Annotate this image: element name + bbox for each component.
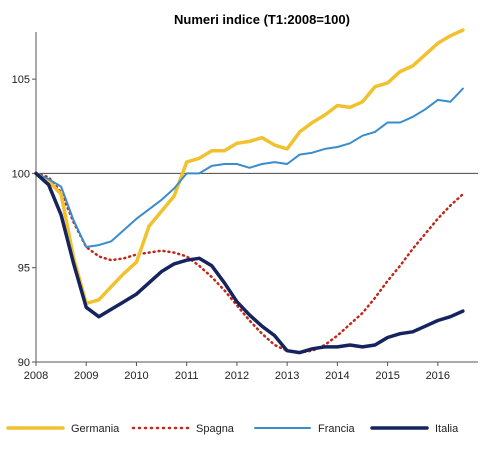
legend-label-francia: Francia — [318, 423, 356, 435]
x-tick-label: 2013 — [275, 370, 299, 382]
x-tick-label: 2016 — [426, 370, 450, 382]
series-line-francia — [35, 87, 464, 248]
x-tick-label: 2011 — [175, 370, 199, 382]
series-line-germania — [34, 28, 465, 306]
x-tick-label: 2015 — [375, 370, 399, 382]
legend-label-italia: Italia — [435, 423, 459, 435]
y-tick-label: 105 — [12, 74, 30, 86]
x-tick-label: 2014 — [325, 370, 349, 382]
legend-label-spagna: Spagna — [196, 423, 235, 435]
chart-title: Numeri indice (T1:2008=100) — [174, 12, 350, 27]
x-tick-label: 2009 — [74, 370, 98, 382]
x-tick-label: 2010 — [124, 370, 148, 382]
legend: Germania Spagna Francia Italia — [6, 423, 459, 435]
y-tick-label: 100 — [12, 168, 30, 180]
axes: 90 95 100 105 2008 2009 2010 2011 2012 2013 2014 20… — [12, 32, 478, 382]
series-layer — [34, 28, 465, 355]
series-line-italia — [34, 171, 465, 355]
series-line-spagna — [34, 172, 465, 354]
x-tick-label: 2012 — [225, 370, 249, 382]
x-tick-label: 2008 — [24, 370, 48, 382]
y-tick-label: 95 — [18, 263, 30, 275]
legend-label-germania: Germania — [71, 423, 120, 435]
y-tick-label: 90 — [18, 357, 30, 369]
